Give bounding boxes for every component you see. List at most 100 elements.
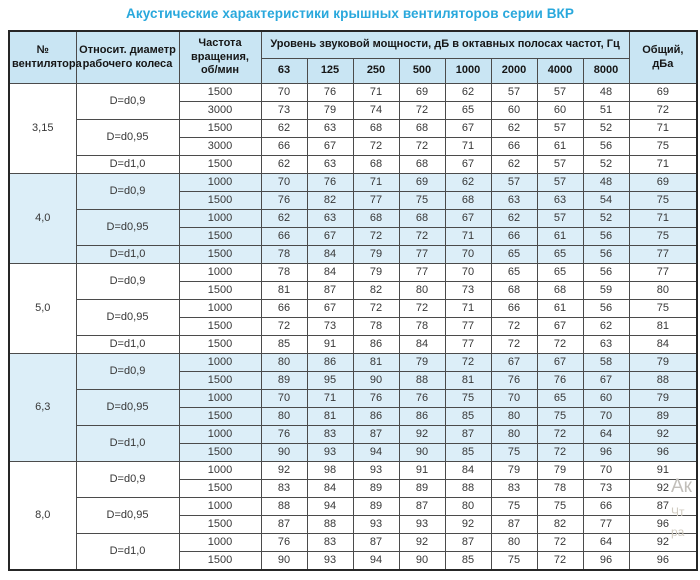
level-cell-4000hz: 65 <box>536 245 584 264</box>
data-row: 4,0 D=d0,9 1000 70 76 71 69 62 57 57 48 69 <box>8 173 698 264</box>
level-cell-2000hz: 67 <box>490 353 538 372</box>
level-cell-125hz: 84 <box>306 245 354 264</box>
level-cell-250hz: 72 <box>352 137 400 156</box>
header-freq-125: 125 <box>306 58 354 84</box>
level-cell-8000hz: 70 <box>582 407 630 426</box>
total-dba-cell: 92 <box>628 425 698 444</box>
total-dba-cell: 79 <box>628 389 698 408</box>
level-cell-125hz: 67 <box>306 137 354 156</box>
level-cell-8000hz: 66 <box>582 497 630 516</box>
level-cell-500hz: 68 <box>398 155 446 174</box>
level-cell-125hz: 86 <box>306 353 354 372</box>
level-cell-125hz: 84 <box>306 263 354 282</box>
level-cell-250hz: 71 <box>352 83 400 102</box>
level-cell-125hz: 93 <box>306 443 354 462</box>
level-cell-125hz: 82 <box>306 191 354 210</box>
level-cell-250hz: 90 <box>352 371 400 390</box>
level-cell-63hz: 90 <box>260 551 308 571</box>
total-dba-cell: 87 <box>628 497 698 516</box>
speed-cell: 1500 <box>178 551 262 571</box>
diameter-cell: D=d1,0 <box>75 425 180 462</box>
diameter-cell: D=d0,95 <box>75 209 180 246</box>
data-row: 1500 66 67 72 72 71 66 61 56 75 <box>9 227 698 246</box>
main-header-row: № вентилятора Относит. диаметр рабочего … <box>8 30 698 84</box>
level-cell-500hz: 84 <box>398 335 446 354</box>
total-dba-cell: 71 <box>628 119 698 138</box>
total-dba-cell: 72 <box>628 101 698 120</box>
level-cell-125hz: 84 <box>306 479 354 498</box>
level-cell-2000hz: 80 <box>490 425 538 444</box>
level-cell-8000hz: 56 <box>582 263 630 282</box>
level-cell-63hz: 73 <box>260 101 308 120</box>
data-row: 1500 89 95 90 88 81 76 76 67 88 <box>9 371 698 390</box>
level-cell-250hz: 72 <box>352 299 400 318</box>
speed-cell: 1500 <box>178 335 262 354</box>
header-freq-8000: 8000 <box>582 58 630 84</box>
level-cell-125hz: 93 <box>306 551 354 571</box>
level-cell-2000hz: 68 <box>490 281 538 300</box>
level-cell-125hz: 63 <box>306 155 354 174</box>
level-cell-1000hz: 70 <box>444 245 492 264</box>
level-cell-8000hz: 48 <box>582 173 630 192</box>
header-freq-1000: 1000 <box>444 58 492 84</box>
level-cell-500hz: 88 <box>398 371 446 390</box>
level-cell-250hz: 74 <box>352 101 400 120</box>
level-cell-250hz: 93 <box>352 515 400 534</box>
level-cell-1000hz: 87 <box>444 533 492 552</box>
total-dba-cell: 96 <box>628 551 698 571</box>
level-cell-4000hz: 72 <box>536 425 584 444</box>
level-cell-500hz: 93 <box>398 515 446 534</box>
total-dba-cell: 84 <box>628 335 698 354</box>
level-cell-1000hz: 85 <box>444 551 492 571</box>
level-cell-1000hz: 77 <box>444 317 492 336</box>
level-cell-500hz: 91 <box>398 461 446 480</box>
level-cell-250hz: 86 <box>352 407 400 426</box>
level-cell-4000hz: 61 <box>536 299 584 318</box>
level-cell-8000hz: 56 <box>582 299 630 318</box>
total-dba-cell: 88 <box>628 371 698 390</box>
level-cell-500hz: 69 <box>398 173 446 192</box>
level-cell-125hz: 63 <box>306 119 354 138</box>
data-row: 1500 80 81 86 86 85 80 75 70 89 <box>9 407 698 426</box>
speed-cell: 1500 <box>178 83 262 102</box>
level-cell-63hz: 62 <box>260 209 308 228</box>
level-cell-125hz: 87 <box>306 281 354 300</box>
level-cell-250hz: 82 <box>352 281 400 300</box>
data-row: 3,15 D=d0,9 1500 70 76 71 69 62 57 57 48 69 <box>8 83 698 174</box>
level-cell-125hz: 63 <box>306 209 354 228</box>
level-cell-125hz: 91 <box>306 335 354 354</box>
speed-cell: 1000 <box>178 299 262 318</box>
level-cell-8000hz: 52 <box>582 155 630 174</box>
diameter-cell: D=d1,0 <box>75 533 180 571</box>
level-cell-4000hz: 67 <box>536 353 584 372</box>
level-cell-1000hz: 88 <box>444 479 492 498</box>
level-cell-500hz: 68 <box>398 209 446 228</box>
speed-cell: 3000 <box>178 137 262 156</box>
total-dba-cell: 96 <box>628 443 698 462</box>
header-total: Общий, дБа <box>628 30 698 84</box>
level-cell-4000hz: 72 <box>536 551 584 571</box>
speed-cell: 1000 <box>178 353 262 372</box>
level-cell-4000hz: 79 <box>536 461 584 480</box>
total-dba-cell: 79 <box>628 353 698 372</box>
header-diameter: Относит. диаметр рабочего колеса <box>75 30 180 84</box>
level-cell-4000hz: 78 <box>536 479 584 498</box>
level-cell-1000hz: 67 <box>444 155 492 174</box>
acoustic-characteristics-table: № вентилятора Относит. диаметр рабочего … <box>8 30 699 571</box>
level-cell-8000hz: 52 <box>582 209 630 228</box>
level-cell-250hz: 68 <box>352 119 400 138</box>
total-dba-cell: 91 <box>628 461 698 480</box>
level-cell-2000hz: 75 <box>490 443 538 462</box>
level-cell-250hz: 68 <box>352 209 400 228</box>
level-cell-250hz: 77 <box>352 191 400 210</box>
level-cell-1000hz: 85 <box>444 407 492 426</box>
level-cell-1000hz: 80 <box>444 497 492 516</box>
level-cell-250hz: 81 <box>352 353 400 372</box>
table-header: № вентилятора Относит. диаметр рабочего … <box>8 30 698 84</box>
level-cell-4000hz: 68 <box>536 281 584 300</box>
level-cell-63hz: 87 <box>260 515 308 534</box>
level-cell-63hz: 70 <box>260 389 308 408</box>
level-cell-1000hz: 68 <box>444 191 492 210</box>
level-cell-4000hz: 75 <box>536 497 584 516</box>
level-cell-250hz: 76 <box>352 389 400 408</box>
